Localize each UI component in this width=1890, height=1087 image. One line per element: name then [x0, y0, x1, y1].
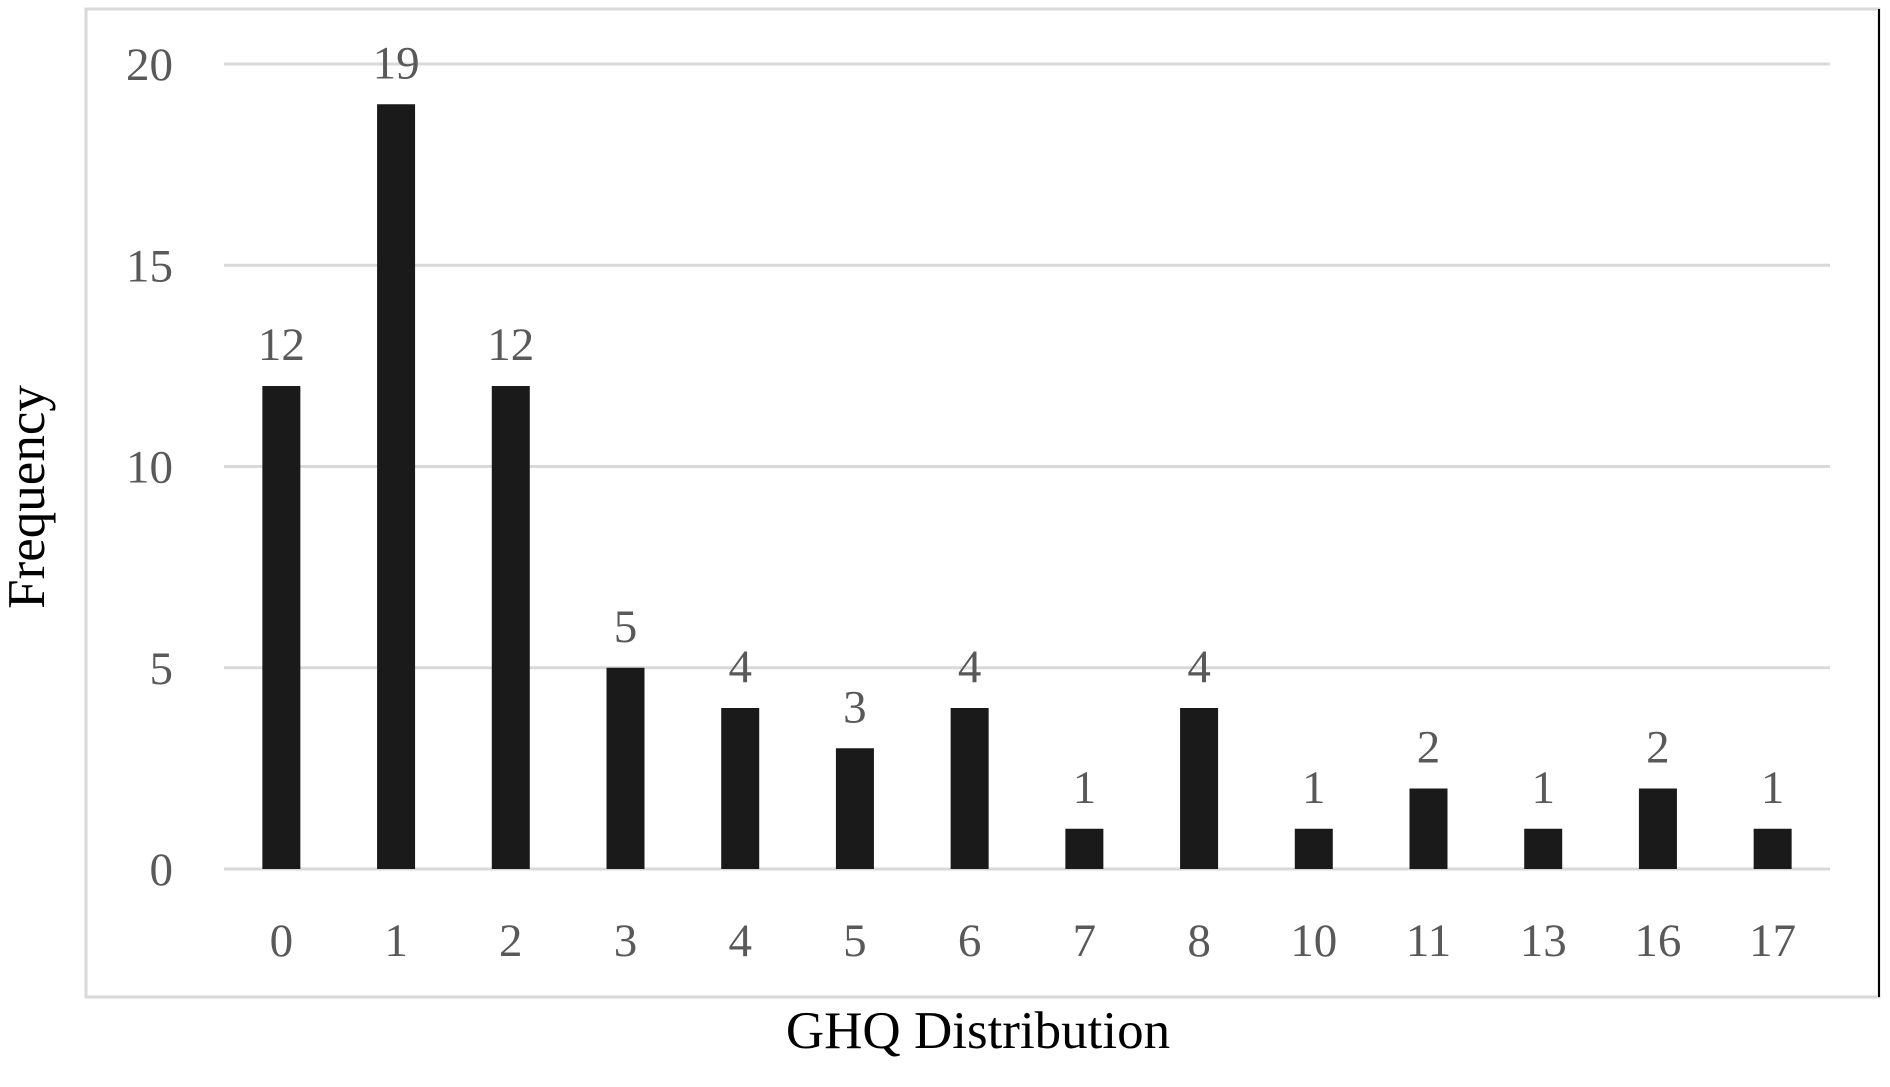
- x-tick-label: 4: [728, 915, 752, 967]
- x-tick-label: 7: [1073, 915, 1097, 967]
- data-label: 19: [373, 37, 420, 89]
- y-tick-label: 10: [126, 442, 173, 494]
- data-label: 5: [614, 601, 638, 653]
- data-label: 3: [843, 681, 867, 733]
- bar: [1753, 828, 1792, 869]
- bar: [606, 667, 645, 869]
- x-tick-label: 10: [1290, 915, 1337, 967]
- x-tick-label: 8: [1187, 915, 1211, 967]
- y-axis-ticks: 0 5 10 15 20: [126, 39, 173, 896]
- data-label: 1: [1302, 762, 1326, 814]
- x-axis-ticks: 0 1 2 3 4 5 6 7 8 10 11 13 16 17: [270, 915, 1797, 967]
- bar: [1409, 788, 1448, 869]
- x-tick-label: 5: [843, 915, 867, 967]
- x-tick-label: 2: [499, 915, 523, 967]
- y-tick-label: 5: [150, 643, 174, 695]
- y-tick-label: 20: [126, 39, 173, 91]
- bar: [950, 708, 989, 869]
- x-tick-label: 16: [1634, 915, 1681, 967]
- bar: [1180, 708, 1219, 869]
- bar: [262, 386, 301, 869]
- bar: [1294, 828, 1333, 869]
- x-tick-label: 3: [614, 915, 638, 967]
- data-label: 12: [258, 319, 305, 371]
- bars: [262, 104, 1792, 869]
- data-label: 4: [1187, 641, 1211, 693]
- bar: [377, 104, 416, 869]
- x-tick-label: 13: [1520, 915, 1567, 967]
- x-tick-label: 11: [1406, 915, 1451, 967]
- bar: [1638, 788, 1677, 869]
- gridlines: [224, 62, 1830, 871]
- x-tick-label: 0: [270, 915, 294, 967]
- data-label: 1: [1531, 762, 1555, 814]
- x-tick-label: 6: [958, 915, 982, 967]
- y-tick-label: 15: [126, 240, 173, 292]
- x-axis-title: GHQ Distribution: [786, 1002, 1170, 1060]
- data-label: 2: [1417, 722, 1441, 774]
- y-axis-title: Frequency: [0, 385, 56, 609]
- data-label: 4: [958, 641, 982, 693]
- data-label: 12: [487, 319, 534, 371]
- bar: [721, 708, 760, 869]
- data-label: 4: [728, 641, 752, 693]
- bar: [491, 386, 530, 869]
- data-label: 2: [1646, 722, 1670, 774]
- data-label: 1: [1073, 762, 1097, 814]
- bar: [1524, 828, 1563, 869]
- data-label: 1: [1761, 762, 1785, 814]
- y-tick-label: 0: [150, 844, 174, 896]
- bar: [1065, 828, 1104, 869]
- x-tick-label: 17: [1749, 915, 1796, 967]
- x-tick-label: 1: [384, 915, 408, 967]
- bar: [835, 748, 874, 869]
